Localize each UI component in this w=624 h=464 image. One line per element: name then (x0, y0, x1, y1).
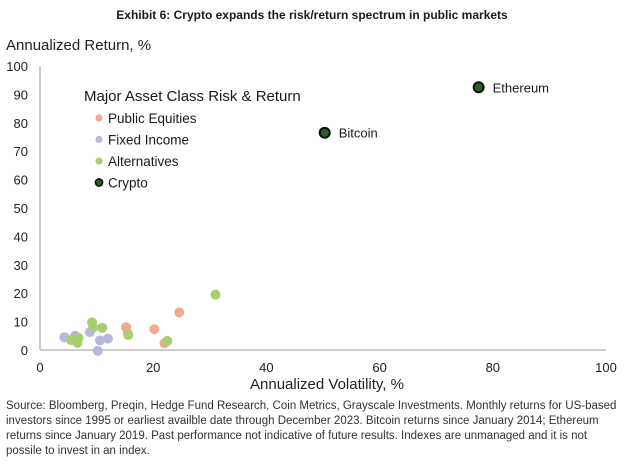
legend-items: Public Equities Fixed Income Alternatives C… (94, 111, 197, 191)
data-point (472, 81, 485, 94)
y-tick-label: 60 (14, 173, 28, 188)
data-point (123, 329, 134, 340)
y-axis-label: Annualized Return, % (6, 37, 152, 54)
data-point (102, 333, 113, 344)
data-point (92, 345, 103, 356)
y-tick-label: 70 (14, 144, 28, 159)
x-tick-label: 0 (36, 360, 43, 375)
y-tick-label: 40 (14, 229, 28, 244)
x-tick-label: 20 (146, 360, 160, 375)
legend-label: Alternatives (108, 154, 179, 169)
y-tick-label: 80 (14, 116, 28, 131)
x-tick-label: 60 (372, 360, 386, 375)
y-tick-labels: 0 10 20 30 40 50 60 70 80 90 100 (6, 59, 28, 358)
legend-title: Major Asset Class Risk & Return (84, 88, 301, 105)
y-tick-label: 100 (6, 59, 28, 74)
legend: Major Asset Class Risk & Return Public E… (84, 88, 301, 191)
legend-marker (95, 135, 103, 144)
y-tick-label: 10 (14, 315, 28, 330)
data-point (318, 126, 331, 139)
data-point (97, 322, 108, 333)
y-tick-label: 0 (21, 343, 28, 358)
y-tick-label: 50 (14, 201, 28, 216)
data-points (59, 81, 485, 356)
data-point-label: Bitcoin (339, 126, 378, 141)
y-tick-label: 90 (14, 87, 28, 102)
data-point (210, 289, 221, 300)
data-point (94, 335, 105, 346)
point-labels: Bitcoin Ethereum (339, 80, 549, 140)
x-tick-labels: 0 20 40 60 80 100 (36, 360, 616, 375)
data-point-label: Ethereum (493, 80, 549, 95)
exhibit-title: Exhibit 6: Crypto expands the risk/retur… (116, 8, 508, 22)
y-tick-label: 20 (14, 286, 28, 301)
legend-label: Fixed Income (108, 133, 189, 148)
legend-marker (95, 157, 103, 165)
legend-marker (94, 178, 104, 187)
y-tick-label: 30 (14, 258, 28, 273)
legend-marker (95, 114, 103, 122)
data-point (88, 322, 99, 333)
legend-label: Public Equities (108, 111, 197, 126)
data-point (149, 324, 160, 335)
x-tick-label: 80 (486, 360, 500, 375)
axes (39, 66, 606, 351)
source-note: Source: Bloomberg, Preqin, Hedge Fund Re… (6, 400, 617, 457)
data-point (73, 332, 84, 343)
data-point (162, 335, 173, 346)
legend-label: Crypto (108, 176, 148, 191)
x-tick-label: 100 (595, 360, 617, 375)
x-axis-label: Annualized Volatility, % (250, 376, 404, 393)
data-point (174, 307, 185, 318)
x-tick-label: 40 (259, 360, 273, 375)
